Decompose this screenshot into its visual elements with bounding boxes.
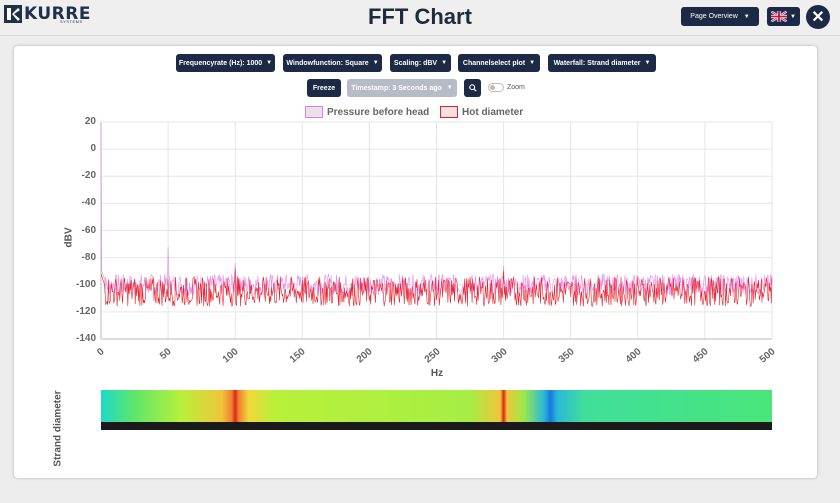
legend-label-pressure: Pressure before head [327,106,430,118]
frequencyrate-dropdown[interactable]: Frequencyrate (Hz): 1000 ▼ [176,54,275,72]
waterfall-dropdown[interactable]: Waterfall: Strand diameter ▼ [548,54,656,72]
logo-subtext: SYSTEMS [60,19,83,24]
page-overview-label: Page Overview [690,13,738,20]
legend-label-hot: Hot diameter [462,106,524,118]
y-tick-label: -100 [75,278,96,290]
logo-text: KURRE [24,4,91,24]
y-tick-label: -140 [75,333,96,344]
close-button[interactable]: ✕ [806,5,830,29]
y-tick-label: -20 [81,170,96,182]
timestamp-dropdown[interactable]: Timestamp: 3 Seconds ago ▼ [347,79,457,97]
caret-down-icon: ▼ [266,60,273,66]
zoom-label: Zoom [507,84,525,91]
caret-down-icon: ▼ [644,60,651,66]
caret-down-icon: ▼ [446,85,453,91]
scaling-label: Scaling: dBV [393,59,438,67]
windowfunction-dropdown[interactable]: Windowfunction: Square ▼ [283,54,382,72]
y-tick-label: -120 [75,305,96,317]
legend-swatch-hot [440,106,458,118]
caret-down-icon: ▼ [529,60,536,66]
y-tick-label: -40 [81,197,96,209]
channelselect-dropdown[interactable]: Channelselect plot ▼ [458,54,540,72]
caret-down-icon: ▼ [743,13,750,20]
freeze-button[interactable]: Freeze [307,79,341,97]
y-tick-label: -80 [81,251,96,263]
top-bar: KURRE SYSTEMS FFT Chart Page Overview ▼ … [0,0,840,36]
scaling-dropdown[interactable]: Scaling: dBV ▼ [390,54,451,72]
caret-down-icon: ▼ [372,60,379,66]
zoom-toggle[interactable] [488,83,504,92]
channelselect-label: Channelselect plot [462,59,526,67]
kurre-logo-icon [4,5,22,23]
uk-flag-icon [771,11,788,22]
caret-down-icon: ▼ [790,13,796,20]
language-dropdown[interactable]: ▼ [767,7,800,26]
windowfunction-label: Windowfunction: Square [286,59,369,67]
y-tick-label: 20 [84,116,96,127]
legend-pressure[interactable]: Pressure before head [305,106,429,118]
caret-down-icon: ▼ [441,60,448,66]
x-axis-label: Hz [430,368,444,379]
kurre-logo: KURRE [4,5,91,29]
freeze-label: Freeze [312,84,336,92]
search-button[interactable] [464,79,481,97]
y-tick-label: -60 [81,224,96,236]
magnifier-icon [468,84,477,92]
close-icon: ✕ [811,9,825,26]
y-tick-label: 0 [90,143,96,155]
page-overview-dropdown[interactable]: Page Overview ▼ [681,7,759,26]
legend-swatch-pressure [305,106,323,118]
legend-hot-diameter[interactable]: Hot diameter [440,106,523,118]
waterfall-label: Waterfall: Strand diameter [553,59,641,67]
frequencyrate-label: Frequencyrate (Hz): 1000 [178,59,263,67]
waterfall-y-label: Strand diameter [52,390,64,467]
y-axis-label: dBV [63,227,75,248]
page-title: FFT Chart [368,4,472,29]
timestamp-label: Timestamp: 3 Seconds ago [351,84,442,92]
